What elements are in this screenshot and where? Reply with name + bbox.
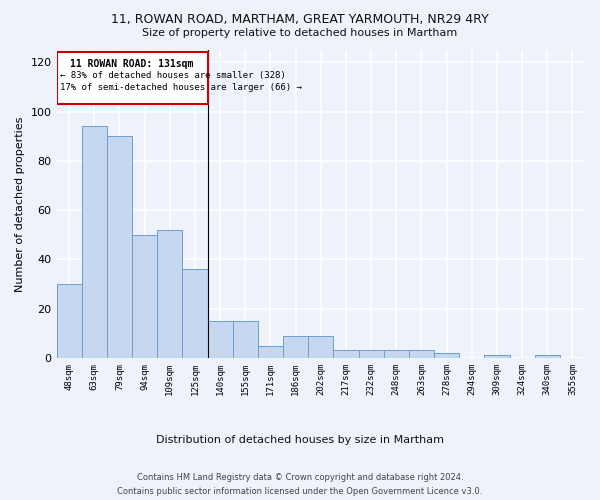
Bar <box>308 336 334 358</box>
Text: 11 ROWAN ROAD: 131sqm: 11 ROWAN ROAD: 131sqm <box>70 58 194 68</box>
Text: Contains HM Land Registry data © Crown copyright and database right 2024.: Contains HM Land Registry data © Crown c… <box>137 472 463 482</box>
Bar <box>434 353 459 358</box>
Text: 17% of semi-detached houses are larger (66) →: 17% of semi-detached houses are larger (… <box>61 84 302 92</box>
Bar <box>484 356 509 358</box>
Bar <box>56 284 82 358</box>
Text: Distribution of detached houses by size in Martham: Distribution of detached houses by size … <box>156 435 444 445</box>
Bar <box>383 350 409 358</box>
Text: ← 83% of detached houses are smaller (328): ← 83% of detached houses are smaller (32… <box>61 71 286 80</box>
Bar <box>182 269 208 358</box>
Bar <box>409 350 434 358</box>
Bar <box>107 136 132 358</box>
FancyBboxPatch shape <box>56 52 208 104</box>
Bar <box>535 356 560 358</box>
Bar <box>359 350 383 358</box>
Y-axis label: Number of detached properties: Number of detached properties <box>15 116 25 292</box>
Bar <box>132 234 157 358</box>
Bar <box>82 126 107 358</box>
Text: Size of property relative to detached houses in Martham: Size of property relative to detached ho… <box>142 28 458 38</box>
Bar <box>283 336 308 358</box>
Text: Contains public sector information licensed under the Open Government Licence v3: Contains public sector information licen… <box>118 488 482 496</box>
Text: 11, ROWAN ROAD, MARTHAM, GREAT YARMOUTH, NR29 4RY: 11, ROWAN ROAD, MARTHAM, GREAT YARMOUTH,… <box>111 12 489 26</box>
Bar <box>233 321 258 358</box>
Bar <box>208 321 233 358</box>
Bar <box>157 230 182 358</box>
Bar <box>258 346 283 358</box>
Bar <box>334 350 359 358</box>
